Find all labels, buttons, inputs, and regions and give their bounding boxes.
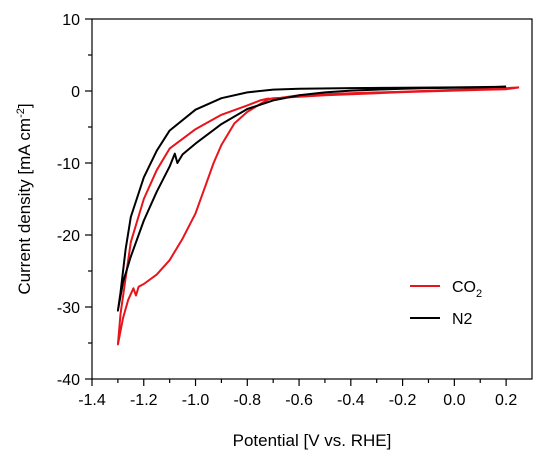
x-tick-label: -0.6 bbox=[285, 392, 313, 409]
x-tick-label: -0.4 bbox=[337, 392, 365, 409]
y-tick-label: -10 bbox=[57, 156, 80, 173]
y-axis-title: Current density [mA cm-2] bbox=[15, 103, 34, 294]
y-tick-labels: -40 -30 -20 -10 0 10 bbox=[57, 12, 80, 389]
x-tick-label: -0.8 bbox=[234, 392, 262, 409]
x-tick-label: 0.0 bbox=[443, 392, 465, 409]
x-tick-label: 0.2 bbox=[495, 392, 517, 409]
x-tick-label: -1.2 bbox=[130, 392, 158, 409]
legend-label-subscript: 2 bbox=[476, 288, 482, 300]
y-tick-label: -30 bbox=[57, 300, 80, 317]
legend-label-1: N2 bbox=[452, 311, 473, 328]
legend-label-main: N2 bbox=[452, 311, 473, 328]
axis-ticks bbox=[85, 18, 507, 386]
plot-frame bbox=[91, 18, 533, 380]
x-tick-label: -0.2 bbox=[389, 392, 417, 409]
x-tick-label: -1.0 bbox=[182, 392, 210, 409]
legend-label-main: CO bbox=[452, 279, 476, 296]
x-tick-labels: -1.4 -1.2 -1.0 -0.8 -0.6 -0.4 -0.2 0.0 0.2 bbox=[78, 392, 517, 409]
y-tick-label: -20 bbox=[57, 228, 80, 245]
y-tick-label: 10 bbox=[62, 12, 80, 29]
y-axis-title-main: Current density [mA cm bbox=[15, 118, 34, 295]
y-tick-label: 0 bbox=[71, 84, 80, 101]
series-line-1 bbox=[116, 85, 507, 312]
y-axis-title-superscript: -2 bbox=[15, 108, 27, 118]
series-line-0 bbox=[116, 86, 520, 346]
x-tick-label: -1.4 bbox=[78, 392, 106, 409]
series-group bbox=[116, 85, 520, 346]
y-tick-label: -40 bbox=[57, 372, 80, 389]
x-axis-title: Potential [V vs. RHE] bbox=[233, 431, 392, 450]
legend-label-0: CO2 bbox=[452, 279, 482, 300]
y-axis-title-tail: ] bbox=[15, 103, 34, 108]
